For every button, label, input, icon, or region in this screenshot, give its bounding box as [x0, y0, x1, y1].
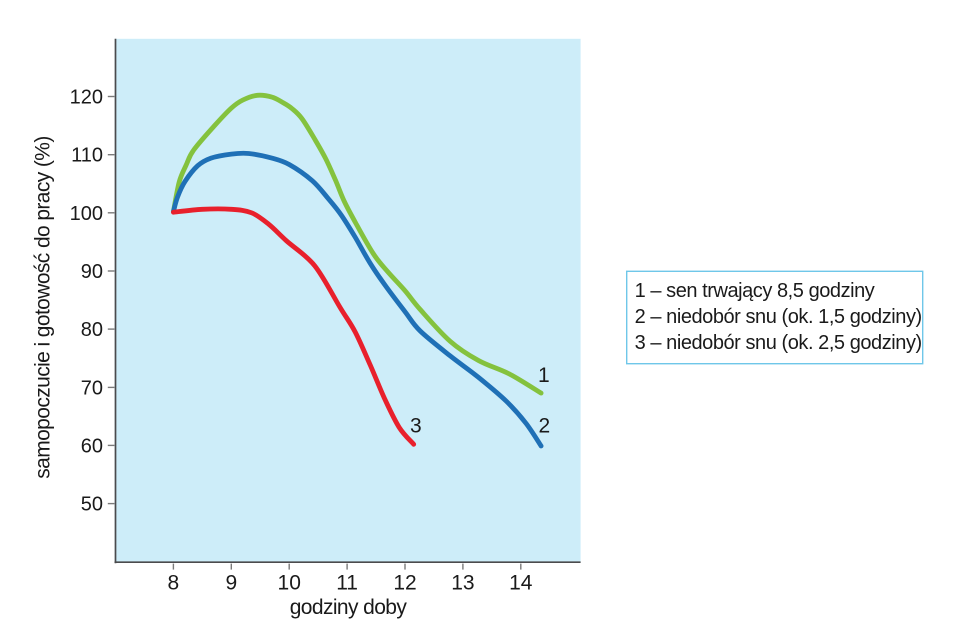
- svg-text:2: 2: [538, 414, 550, 437]
- svg-text:9: 9: [225, 572, 237, 595]
- svg-text:2 – niedobór snu (ok. 1,5 godz: 2 – niedobór snu (ok. 1,5 godziny): [635, 306, 922, 328]
- svg-text:12: 12: [393, 572, 416, 595]
- svg-text:80: 80: [81, 319, 103, 341]
- svg-text:samopoczucie i gotowość do pra: samopoczucie i gotowość do pracy (%): [32, 136, 55, 479]
- svg-text:60: 60: [81, 435, 103, 457]
- svg-text:120: 120: [70, 87, 103, 109]
- svg-text:3: 3: [410, 414, 422, 437]
- svg-text:godziny doby: godziny doby: [290, 596, 408, 619]
- svg-text:110: 110: [71, 145, 103, 167]
- svg-text:1 – sen trwający 8,5 godziny: 1 – sen trwający 8,5 godziny: [635, 280, 875, 302]
- svg-text:3 – niedobór snu (ok. 2,5 godz: 3 – niedobór snu (ok. 2,5 godziny): [635, 332, 922, 354]
- svg-text:100: 100: [70, 203, 103, 225]
- svg-text:90: 90: [81, 261, 103, 283]
- svg-text:11: 11: [336, 572, 358, 595]
- svg-text:70: 70: [81, 377, 103, 399]
- svg-text:14: 14: [509, 572, 533, 595]
- svg-text:1: 1: [538, 364, 550, 387]
- svg-text:8: 8: [168, 572, 180, 595]
- svg-text:13: 13: [451, 572, 474, 595]
- svg-text:10: 10: [278, 572, 301, 595]
- svg-text:50: 50: [81, 494, 103, 516]
